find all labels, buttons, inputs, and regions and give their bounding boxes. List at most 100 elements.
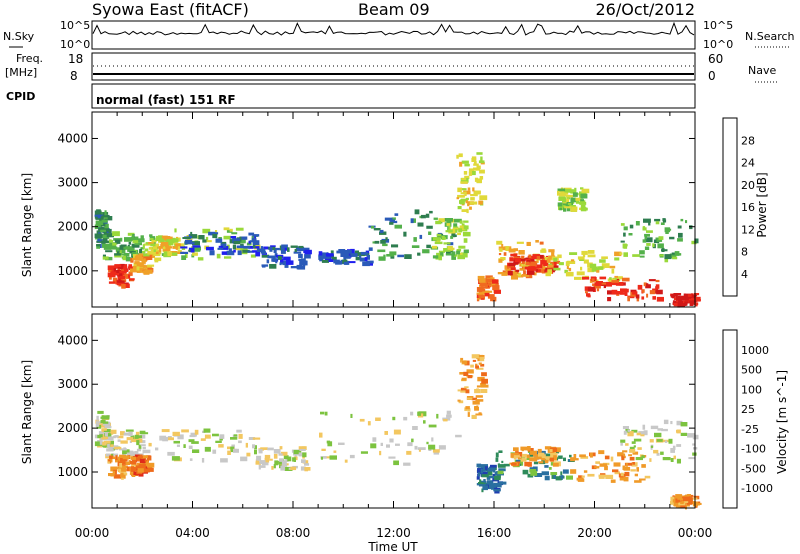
heatmap-cell bbox=[544, 475, 550, 481]
heatmap-cell bbox=[576, 477, 584, 481]
heatmap-cell bbox=[413, 237, 417, 242]
heatmap-cell bbox=[269, 458, 273, 461]
heatmap-cell bbox=[463, 249, 469, 254]
heatmap-cell bbox=[652, 243, 655, 248]
colorbar-tick: -500 bbox=[741, 462, 766, 475]
heatmap-cell bbox=[111, 453, 119, 456]
heatmap-cell bbox=[252, 437, 261, 440]
heatmap-cell bbox=[264, 457, 270, 463]
heatmap-cell bbox=[104, 223, 109, 229]
heatmap-cell bbox=[548, 255, 556, 260]
heatmap-cell bbox=[128, 264, 133, 269]
heatmap-cell bbox=[596, 288, 600, 292]
heatmap-cell bbox=[632, 462, 635, 465]
heatmap-cell bbox=[450, 235, 454, 239]
heatmap-cell bbox=[131, 243, 140, 248]
heatmap-cell bbox=[529, 467, 534, 470]
heatmap-cell bbox=[463, 238, 468, 243]
heatmap-cell bbox=[566, 206, 571, 212]
heatmap-cell bbox=[135, 256, 144, 259]
velocity-y-tick: 4000 bbox=[57, 333, 88, 347]
heatmap-cell bbox=[446, 410, 451, 415]
heatmap-cell bbox=[329, 455, 337, 460]
heatmap-cell bbox=[230, 236, 237, 239]
heatmap-cell bbox=[121, 249, 126, 253]
heatmap-cell bbox=[617, 452, 624, 457]
heatmap-cell bbox=[678, 253, 682, 256]
heatmap-cell bbox=[567, 260, 576, 264]
heatmap-cell bbox=[551, 474, 555, 479]
heatmap-cell bbox=[558, 455, 563, 459]
heatmap-cell bbox=[591, 278, 595, 283]
heatmap-cell bbox=[406, 450, 412, 455]
heatmap-cell bbox=[320, 456, 323, 460]
heatmap-cell bbox=[570, 189, 574, 194]
heatmap-cell bbox=[146, 467, 154, 472]
heatmap-cell bbox=[151, 239, 157, 243]
heatmap-cell bbox=[227, 450, 231, 455]
heatmap-cell bbox=[95, 221, 104, 226]
heatmap-cell bbox=[101, 219, 108, 223]
heatmap-cell bbox=[229, 228, 233, 232]
heatmap-cell bbox=[473, 161, 477, 165]
heatmap-cell bbox=[620, 288, 627, 293]
heatmap-cell bbox=[162, 437, 169, 442]
heatmap-cell bbox=[304, 254, 311, 259]
heatmap-cell bbox=[687, 494, 691, 497]
heatmap-cell bbox=[102, 441, 106, 446]
heatmap-cell bbox=[103, 245, 112, 250]
heatmap-cell bbox=[638, 431, 646, 435]
heatmap-cell bbox=[389, 438, 394, 443]
heatmap-cell bbox=[548, 249, 555, 253]
heatmap-cell bbox=[456, 154, 459, 159]
heatmap-cell bbox=[342, 251, 349, 257]
heatmap-cell bbox=[555, 260, 561, 264]
heatmap-cell bbox=[555, 476, 562, 481]
heatmap-cell bbox=[628, 233, 633, 236]
power-y-label: Slant Range [km] bbox=[20, 173, 34, 277]
heatmap-cell bbox=[278, 453, 283, 456]
heatmap-cell bbox=[673, 501, 682, 507]
heatmap-cell bbox=[484, 292, 490, 297]
x-tick-label: 04:00 bbox=[175, 526, 210, 540]
heatmap-cell bbox=[660, 222, 665, 225]
heatmap-cell bbox=[375, 417, 381, 421]
heatmap-cell bbox=[604, 465, 608, 471]
heatmap-cell bbox=[527, 446, 531, 451]
heatmap-cell bbox=[105, 250, 113, 253]
heatmap-cell bbox=[228, 248, 232, 254]
heatmap-cell bbox=[101, 415, 110, 420]
heatmap-cell bbox=[678, 502, 686, 506]
colorbar-tick: 500 bbox=[741, 364, 762, 377]
heatmap-cell bbox=[547, 264, 554, 268]
heatmap-cell bbox=[526, 457, 532, 461]
heatmap-cell bbox=[258, 449, 263, 454]
noise-tick-high-right: 10^5 bbox=[703, 19, 733, 32]
heatmap-cell bbox=[491, 279, 499, 284]
heatmap-cell bbox=[110, 440, 114, 445]
heatmap-cell bbox=[221, 251, 227, 255]
heatmap-cell bbox=[432, 245, 438, 249]
heatmap-cell bbox=[260, 248, 266, 254]
heatmap-cell bbox=[117, 253, 125, 256]
heatmap-cell bbox=[623, 477, 629, 482]
heatmap-cell bbox=[359, 418, 365, 422]
heatmap-cell bbox=[354, 250, 359, 254]
heatmap-cell bbox=[517, 258, 526, 262]
heatmap-cell bbox=[220, 458, 228, 463]
heatmap-cell bbox=[509, 257, 514, 262]
heatmap-cell bbox=[670, 458, 674, 462]
heatmap-cell bbox=[438, 218, 445, 223]
heatmap-cell bbox=[557, 190, 560, 196]
heatmap-cell bbox=[422, 249, 430, 254]
heatmap-cell bbox=[197, 257, 204, 261]
heatmap-cell bbox=[364, 261, 368, 266]
noise-tick-low-right: 10^0 bbox=[703, 38, 733, 51]
heatmap-cell bbox=[391, 244, 399, 248]
heatmap-cell bbox=[471, 354, 480, 359]
heatmap-cell bbox=[261, 251, 266, 254]
heatmap-cell bbox=[501, 244, 504, 249]
heatmap-cell bbox=[614, 251, 622, 257]
heatmap-cell bbox=[436, 252, 444, 257]
heatmap-cell bbox=[640, 434, 645, 437]
